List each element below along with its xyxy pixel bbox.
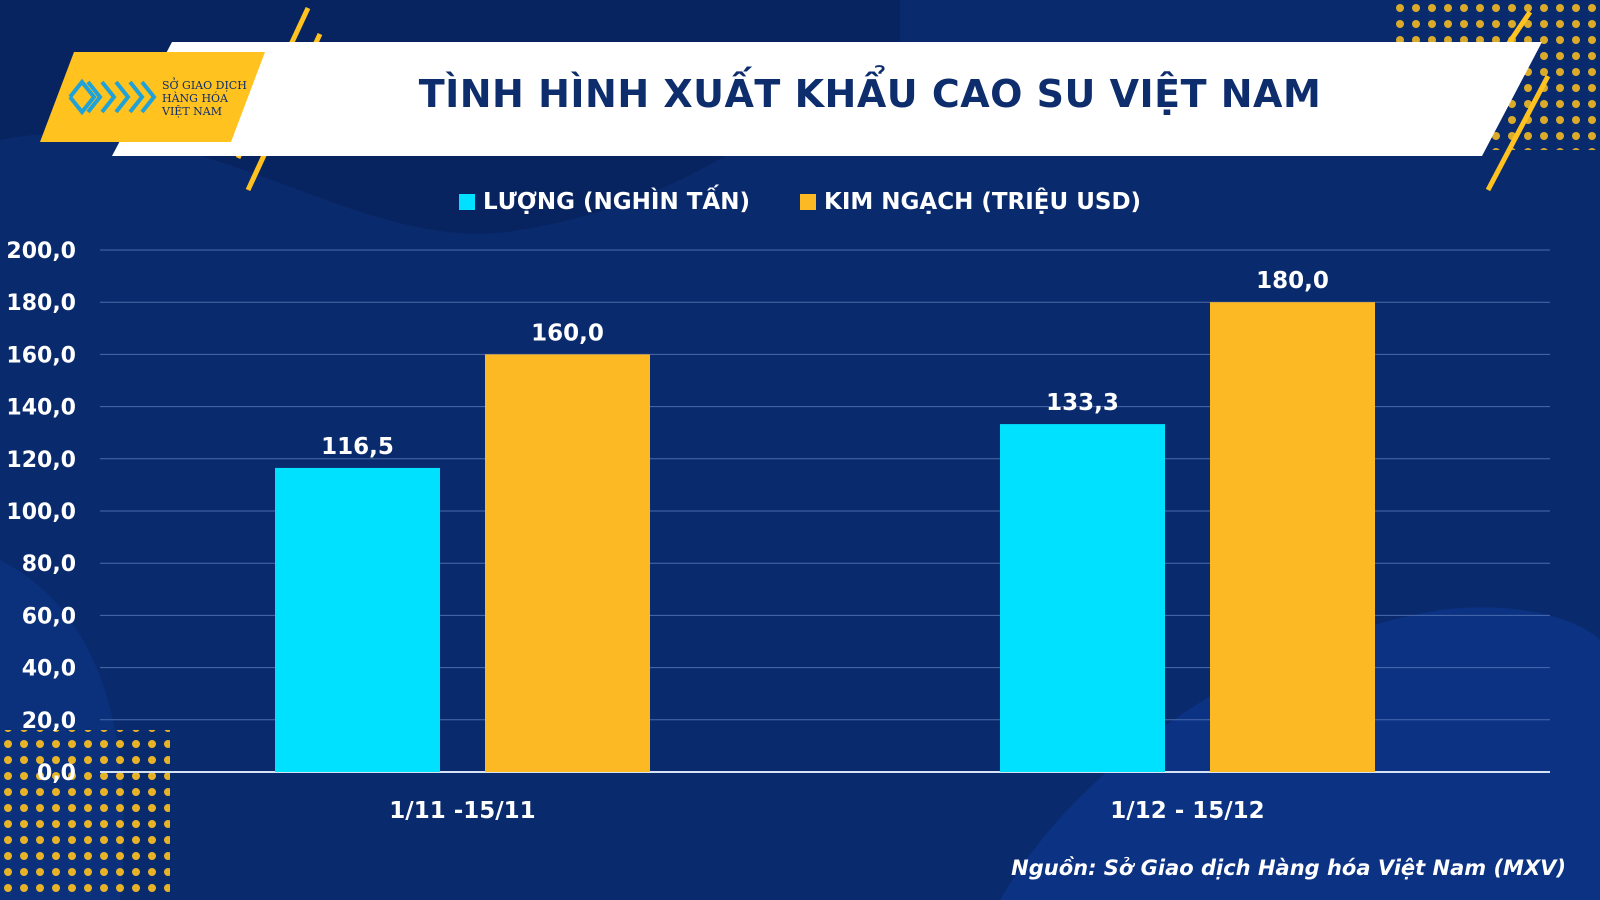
source-note: Nguồn: Sở Giao dịch Hàng hóa Việt Nam (M… xyxy=(1011,856,1566,880)
logo-line: HÀNG HÓA xyxy=(162,92,228,105)
title-banner xyxy=(112,42,1542,156)
data-label: 133,3 xyxy=(1046,390,1119,416)
legend-swatch-volume xyxy=(458,194,475,210)
bar xyxy=(485,354,650,772)
y-tick-label: 100,0 xyxy=(6,500,76,525)
legend-label-volume: LƯỢNG (NGHÌN TẤN) xyxy=(482,189,750,215)
y-tick-label: 0,0 xyxy=(37,761,76,786)
y-tick-label: 20,0 xyxy=(22,709,76,734)
legend-label-value: KIM NGẠCH (TRIỆU USD) xyxy=(824,189,1142,215)
y-tick-label: 160,0 xyxy=(6,343,76,368)
data-label: 160,0 xyxy=(531,320,604,346)
legend-item-value: KIM NGẠCH (TRIỆU USD) xyxy=(800,189,1141,215)
y-tick-label: 120,0 xyxy=(6,448,76,473)
x-tick-label: 1/12 - 15/12 xyxy=(1110,798,1264,824)
page-title: TÌNH HÌNH XUẤT KHẨU CAO SU VIỆT NAM xyxy=(418,72,1322,116)
logo-text: SỞ GIAO DỊCH HÀNG HÓA VIỆT NAM xyxy=(162,79,262,118)
chart-legend: LƯỢNG (NGHÌN TẤN) KIM NGẠCH (TRIỆU USD) xyxy=(0,189,1600,215)
logo-line: VIỆT NAM xyxy=(162,105,222,118)
legend-swatch-value xyxy=(800,194,816,210)
logo-line: SỞ GIAO DỊCH xyxy=(162,79,247,92)
legend-item-volume: LƯỢNG (NGHÌN TẤN) xyxy=(458,189,750,215)
data-label: 180,0 xyxy=(1256,268,1329,294)
y-tick-label: 40,0 xyxy=(22,657,76,682)
y-tick-label: 140,0 xyxy=(6,396,76,421)
bar xyxy=(1210,302,1375,772)
y-tick-label: 60,0 xyxy=(22,604,76,629)
bar xyxy=(275,467,440,772)
x-tick-label: 1/11 -15/11 xyxy=(389,798,535,824)
y-tick-label: 80,0 xyxy=(22,552,76,577)
logo-icon xyxy=(68,78,157,116)
y-tick-label: 200,0 xyxy=(6,239,76,264)
bar xyxy=(1000,424,1165,772)
data-label: 116,5 xyxy=(321,434,394,460)
y-tick-label: 180,0 xyxy=(6,291,76,316)
